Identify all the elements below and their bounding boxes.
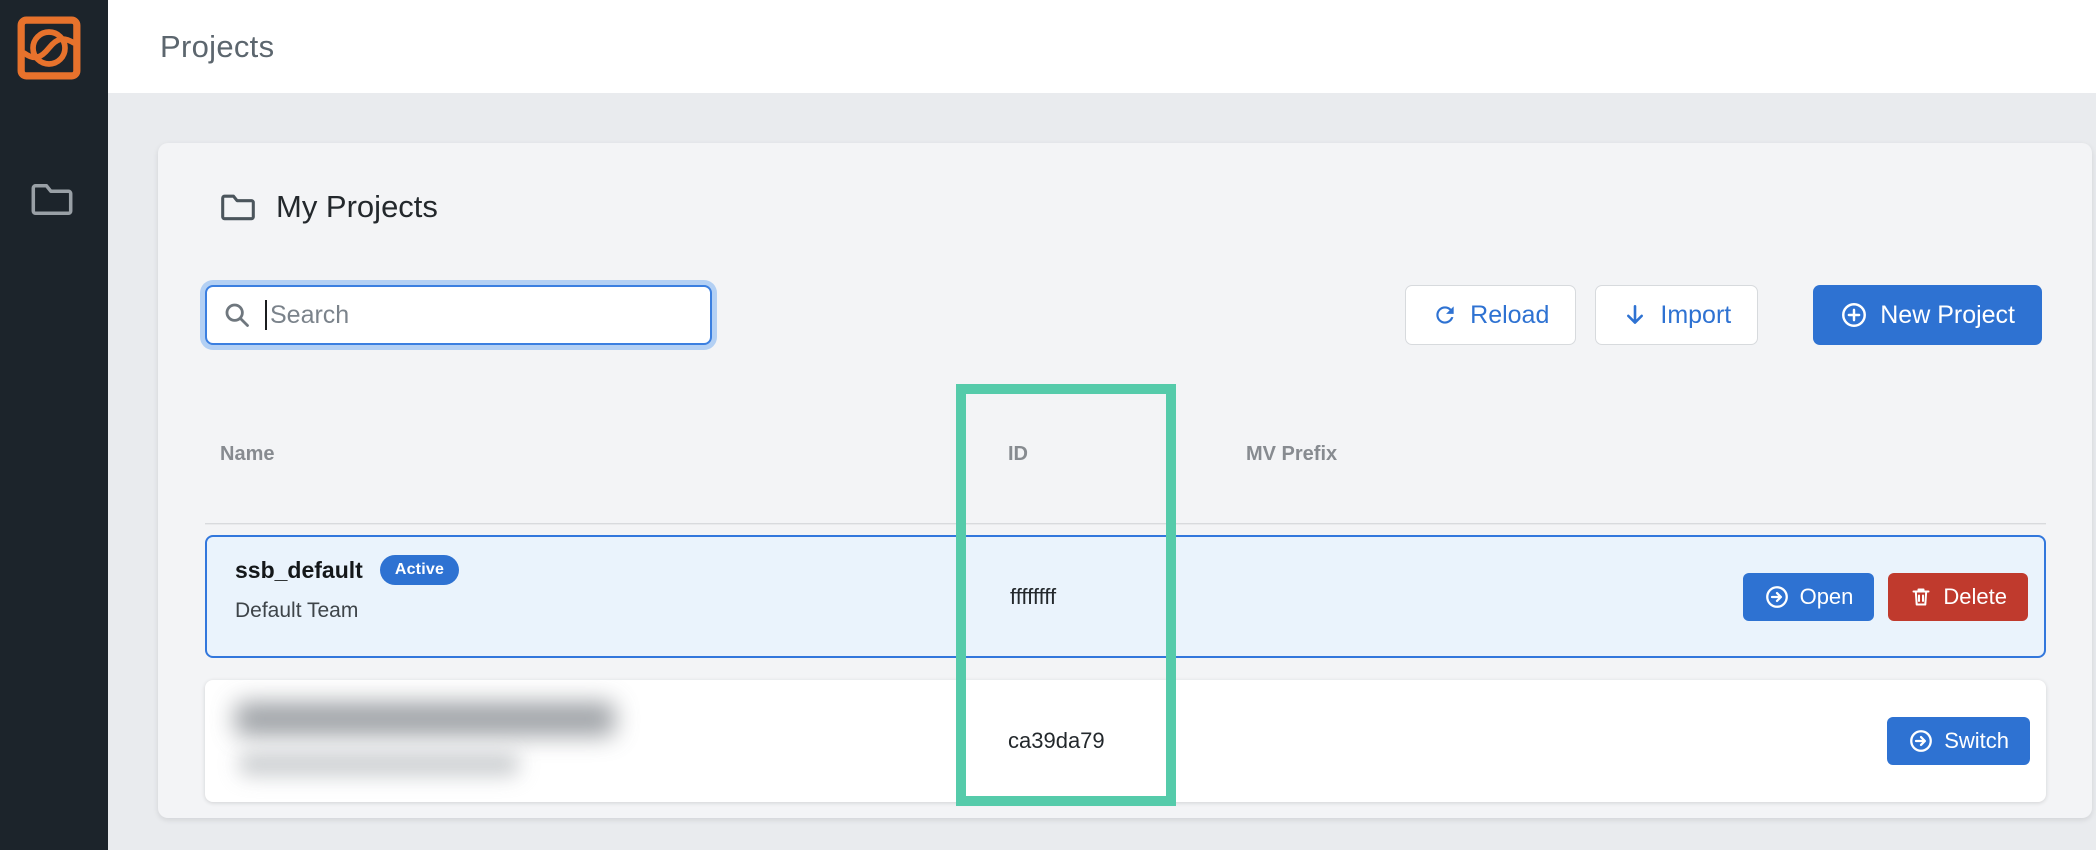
project-id: ffffffff bbox=[1010, 583, 1057, 609]
my-projects-panel: My Projects Reload Import bbox=[158, 143, 2092, 818]
blurred-team bbox=[239, 752, 519, 776]
sidebar bbox=[0, 0, 108, 850]
column-header-name: Name bbox=[220, 443, 275, 465]
search-box bbox=[205, 285, 712, 345]
table-header-divider bbox=[205, 523, 2046, 524]
text-cursor bbox=[265, 300, 267, 330]
switch-label: Switch bbox=[1944, 728, 2009, 753]
open-button[interactable]: Open bbox=[1742, 572, 1875, 621]
plus-circle-icon bbox=[1842, 303, 1867, 327]
project-name-cell: ssb_default Active Default Team bbox=[235, 555, 460, 623]
arrow-right-circle-icon bbox=[1765, 585, 1788, 608]
search-input[interactable] bbox=[270, 300, 694, 330]
active-badge: Active bbox=[379, 555, 460, 585]
column-header-mv-prefix: MV Prefix bbox=[1246, 443, 1338, 465]
reload-icon bbox=[1436, 306, 1454, 324]
column-header-id: ID bbox=[1008, 443, 1028, 465]
sidebar-item-projects[interactable] bbox=[30, 181, 74, 217]
delete-label: Delete bbox=[1943, 583, 2007, 609]
panel-title: My Projects bbox=[276, 189, 438, 224]
import-button[interactable]: Import bbox=[1595, 285, 1759, 345]
open-label: Open bbox=[1799, 583, 1854, 609]
reload-label: Reload bbox=[1470, 300, 1550, 329]
reload-button[interactable]: Reload bbox=[1405, 285, 1577, 345]
row-actions: Switch bbox=[1887, 717, 2030, 765]
import-label: Import bbox=[1660, 300, 1732, 329]
arrow-down-icon bbox=[1627, 305, 1644, 324]
project-row-redacted[interactable]: ca39da79 Switch bbox=[205, 680, 2046, 802]
panel-heading: My Projects bbox=[220, 189, 438, 225]
toolbar: Reload Import New Project bbox=[1405, 285, 2042, 345]
folder-icon bbox=[221, 194, 255, 221]
project-team: Default Team bbox=[235, 599, 359, 622]
project-id: ca39da79 bbox=[1008, 728, 1105, 753]
new-project-button[interactable]: New Project bbox=[1813, 285, 2042, 345]
page-title: Projects bbox=[160, 28, 275, 64]
arrow-right-circle-icon bbox=[1910, 730, 1933, 752]
project-name: ssb_default bbox=[235, 556, 363, 583]
row-actions: Open Delete bbox=[1742, 572, 2028, 621]
trash-icon bbox=[1912, 588, 1930, 605]
search-icon bbox=[225, 303, 249, 327]
redacted-project-name bbox=[221, 688, 721, 794]
folder-icon bbox=[31, 184, 73, 216]
switch-button[interactable]: Switch bbox=[1887, 717, 2030, 765]
project-row-ssb-default[interactable]: ssb_default Active Default Team ffffffff… bbox=[205, 535, 2046, 658]
blurred-name bbox=[235, 702, 615, 736]
app-logo-icon bbox=[16, 15, 82, 81]
top-bar: Projects bbox=[108, 0, 2096, 93]
new-project-label: New Project bbox=[1880, 300, 2015, 329]
delete-button[interactable]: Delete bbox=[1888, 572, 2028, 621]
